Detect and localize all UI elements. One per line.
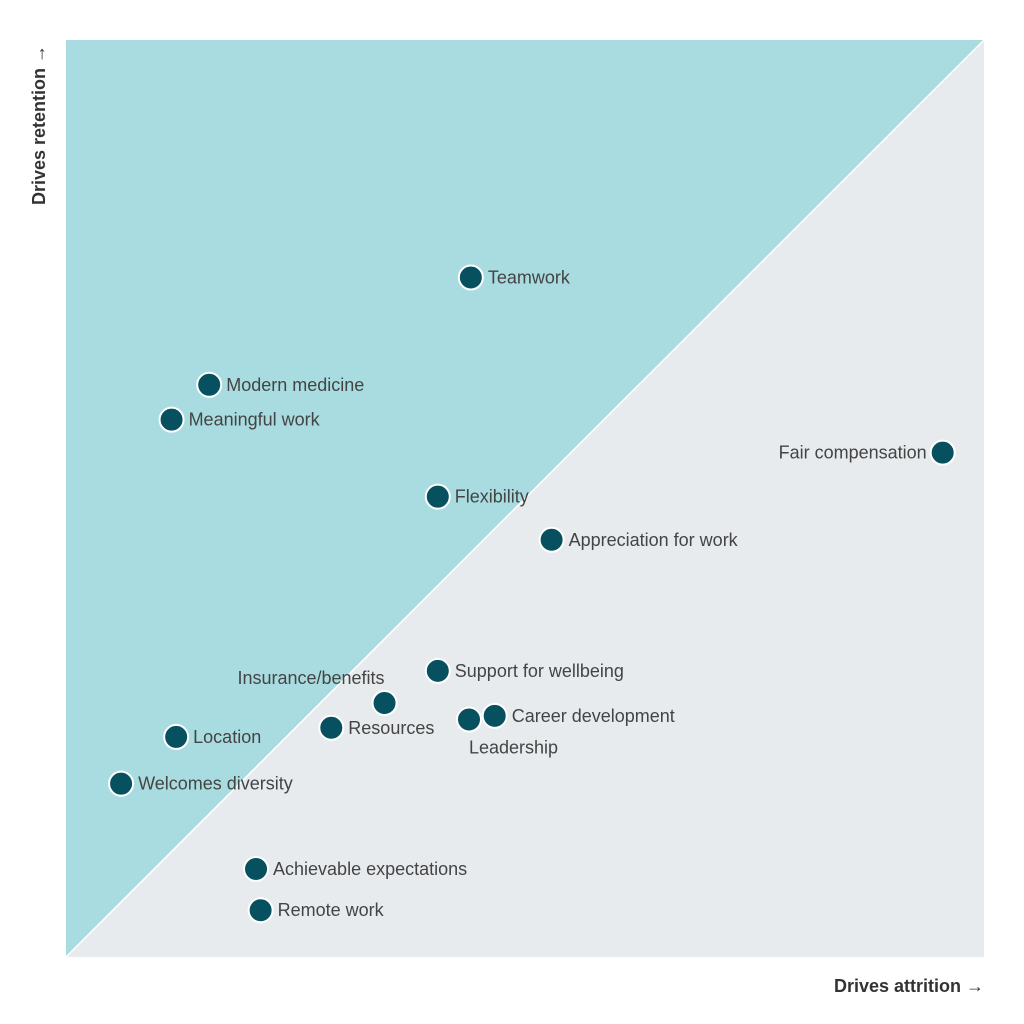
data-point-label: Fair compensation <box>779 443 927 463</box>
data-point-label: Insurance/benefits <box>237 668 384 688</box>
data-point-label: Flexibility <box>455 487 529 507</box>
data-point <box>318 714 345 741</box>
data-point-label: Resources <box>348 718 434 738</box>
y-axis-label: Drives retention → <box>29 45 49 205</box>
data-point <box>538 526 565 553</box>
data-point <box>163 723 190 750</box>
data-point <box>457 264 484 291</box>
data-point-label: Welcomes diversity <box>138 774 293 794</box>
data-point <box>108 770 135 797</box>
data-point-label: Meaningful work <box>189 410 321 430</box>
diagonal-divider <box>65 39 985 958</box>
data-point <box>371 689 398 716</box>
x-axis-label: Drives attrition → <box>834 976 984 996</box>
data-point-label: Leadership <box>469 737 558 757</box>
data-point-label: Appreciation for work <box>569 530 739 550</box>
data-point <box>196 371 223 398</box>
data-point-label: Remote work <box>278 900 385 920</box>
data-points: Teamwork Modern medicine Meaningful work Fa… <box>108 264 956 924</box>
data-point <box>481 702 508 729</box>
data-point <box>243 855 270 882</box>
data-point-label: Modern medicine <box>226 375 364 395</box>
data-point-label: Achievable expectations <box>273 859 467 879</box>
data-point-label: Support for wellbeing <box>455 661 624 681</box>
data-point <box>424 657 451 684</box>
data-point-label: Location <box>193 727 261 747</box>
data-point-label: Career development <box>512 706 675 726</box>
data-point <box>456 706 483 733</box>
data-point <box>424 483 451 510</box>
data-point-label: Teamwork <box>488 268 571 288</box>
data-point <box>247 897 274 924</box>
data-point <box>929 439 956 466</box>
data-point <box>158 406 185 433</box>
